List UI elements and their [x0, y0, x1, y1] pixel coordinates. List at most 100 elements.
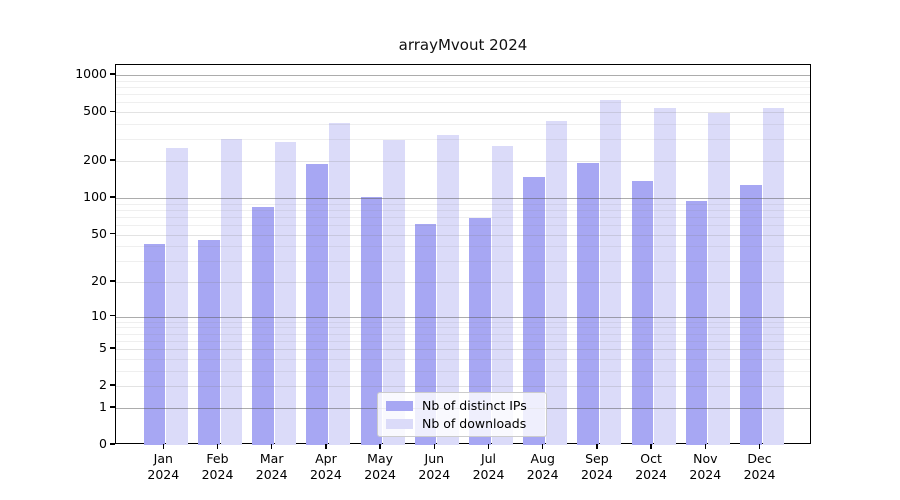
bar-ips-mar — [252, 206, 274, 445]
x-axis-tick-aug — [542, 444, 544, 449]
bar-ips-oct — [631, 181, 654, 445]
gridline-minor — [116, 358, 810, 360]
gridline-200 — [116, 161, 810, 163]
y-axis-label-50: 50 — [91, 225, 107, 241]
bar-downloads-sep — [599, 100, 622, 445]
x-axis-label-sep: Sep 2024 — [580, 451, 613, 482]
bar-downloads-apr — [328, 123, 351, 445]
y-axis-label-500: 500 — [83, 103, 107, 119]
x-axis-tick-jul — [487, 444, 490, 449]
y-axis-tick-1000 — [110, 73, 115, 75]
y-axis-tick-5 — [110, 347, 115, 349]
y-axis-label-2: 2 — [99, 377, 107, 393]
gridline-minor — [116, 340, 810, 342]
y-axis-label-1000: 1000 — [75, 66, 107, 82]
x-axis-tick-dec — [758, 444, 761, 449]
plot-area — [115, 64, 811, 445]
gridline-100 — [116, 197, 810, 199]
bar-ips-jan — [143, 243, 166, 445]
y-axis-label-100: 100 — [83, 188, 107, 204]
x-axis-tick-oct — [650, 444, 652, 449]
bar-downloads-dec — [762, 108, 784, 445]
gridline-minor — [116, 102, 810, 104]
bar-downloads-mar — [274, 142, 297, 445]
x-axis-tick-jan — [162, 444, 164, 449]
bar-ips-sep — [577, 162, 599, 445]
y-axis-tick-500 — [110, 110, 115, 112]
x-axis-label-oct: Oct 2024 — [635, 451, 667, 482]
bar-ips-jun — [414, 224, 437, 445]
bar-downloads-feb — [220, 139, 242, 445]
gridline-minor — [116, 224, 810, 226]
x-axis-label-aug: Aug 2024 — [526, 451, 559, 482]
x-axis-label-may: May 2024 — [364, 451, 396, 482]
y-axis-label-20: 20 — [91, 273, 107, 289]
x-axis-tick-may — [379, 444, 381, 449]
gridline-minor — [116, 327, 810, 329]
x-axis-tick-sep — [596, 444, 598, 449]
bar-downloads-jan — [166, 147, 188, 445]
bar-downloads-jul — [491, 145, 513, 445]
x-axis-label-nov: Nov 2024 — [689, 451, 722, 482]
x-axis-label-mar: Mar 2024 — [255, 451, 288, 482]
x-axis-tick-feb — [216, 444, 219, 449]
bar-ips-apr — [306, 163, 328, 445]
y-axis-label-1: 1 — [99, 398, 107, 414]
x-axis-label-jul: Jul 2024 — [472, 451, 505, 482]
x-axis-tick-nov — [704, 444, 706, 449]
gridline-minor — [116, 370, 810, 372]
gridline-minor — [116, 261, 810, 263]
gridline-10 — [116, 316, 810, 318]
gridline-minor — [116, 246, 810, 248]
legend-swatch-distinct-ips — [386, 400, 413, 411]
legend-label-downloads: Nb of downloads — [422, 415, 527, 431]
y-axis-tick-200 — [110, 159, 115, 161]
gridline-minor — [116, 321, 810, 323]
gridline-minor — [116, 124, 810, 126]
bar-ips-aug — [523, 177, 545, 445]
gridline-minor — [116, 333, 810, 335]
y-axis-tick-50 — [110, 232, 115, 235]
legend-item-downloads: Nb of downloads — [386, 415, 538, 431]
bar-downloads-jun — [437, 134, 459, 445]
gridline-50 — [116, 234, 810, 236]
bar-downloads-oct — [654, 107, 676, 445]
chart-title: arrayMvout 2024 — [398, 36, 528, 54]
y-axis-label-0: 0 — [99, 436, 107, 451]
gridline-minor — [116, 139, 810, 141]
gridline-2 — [116, 386, 810, 388]
bar-ips-feb — [198, 240, 220, 445]
gridline-minor — [116, 80, 810, 82]
x-axis-label-dec: Dec 2024 — [743, 451, 776, 482]
x-axis-label-jun: Jun 2024 — [418, 451, 451, 482]
y-axis-tick-1 — [110, 406, 115, 408]
y-axis-label-200: 200 — [83, 152, 107, 168]
bar-downloads-may — [383, 140, 405, 445]
y-axis-label-10: 10 — [91, 307, 107, 323]
gridline-1000 — [116, 75, 810, 77]
gridline-minor — [116, 94, 810, 96]
y-axis-tick-10 — [110, 314, 115, 317]
y-axis-tick-0 — [110, 443, 115, 445]
legend-label-distinct-ips: Nb of distinct IPs — [422, 397, 527, 413]
bar-downloads-aug — [545, 121, 568, 445]
x-axis-label-jan: Jan 2024 — [147, 451, 180, 482]
bar-downloads-nov — [708, 113, 730, 445]
legend-swatch-downloads — [386, 418, 413, 429]
x-axis-tick-apr — [325, 444, 327, 449]
legend-item-distinct-ips: Nb of distinct IPs — [386, 397, 538, 413]
gridline-minor — [116, 87, 810, 89]
bar-ips-dec — [740, 185, 762, 445]
x-axis-label-feb: Feb 2024 — [201, 451, 234, 482]
gridline-minor — [116, 203, 810, 205]
y-axis-tick-100 — [110, 196, 115, 198]
y-axis-label-5: 5 — [99, 340, 107, 356]
y-axis-tick-20 — [110, 280, 115, 282]
gridline-20 — [116, 282, 810, 284]
x-axis-tick-mar — [271, 444, 273, 449]
y-axis-tick-2 — [110, 384, 115, 386]
gridline-500 — [116, 112, 810, 114]
x-axis-tick-jun — [433, 444, 435, 449]
gridline-minor — [116, 209, 810, 211]
